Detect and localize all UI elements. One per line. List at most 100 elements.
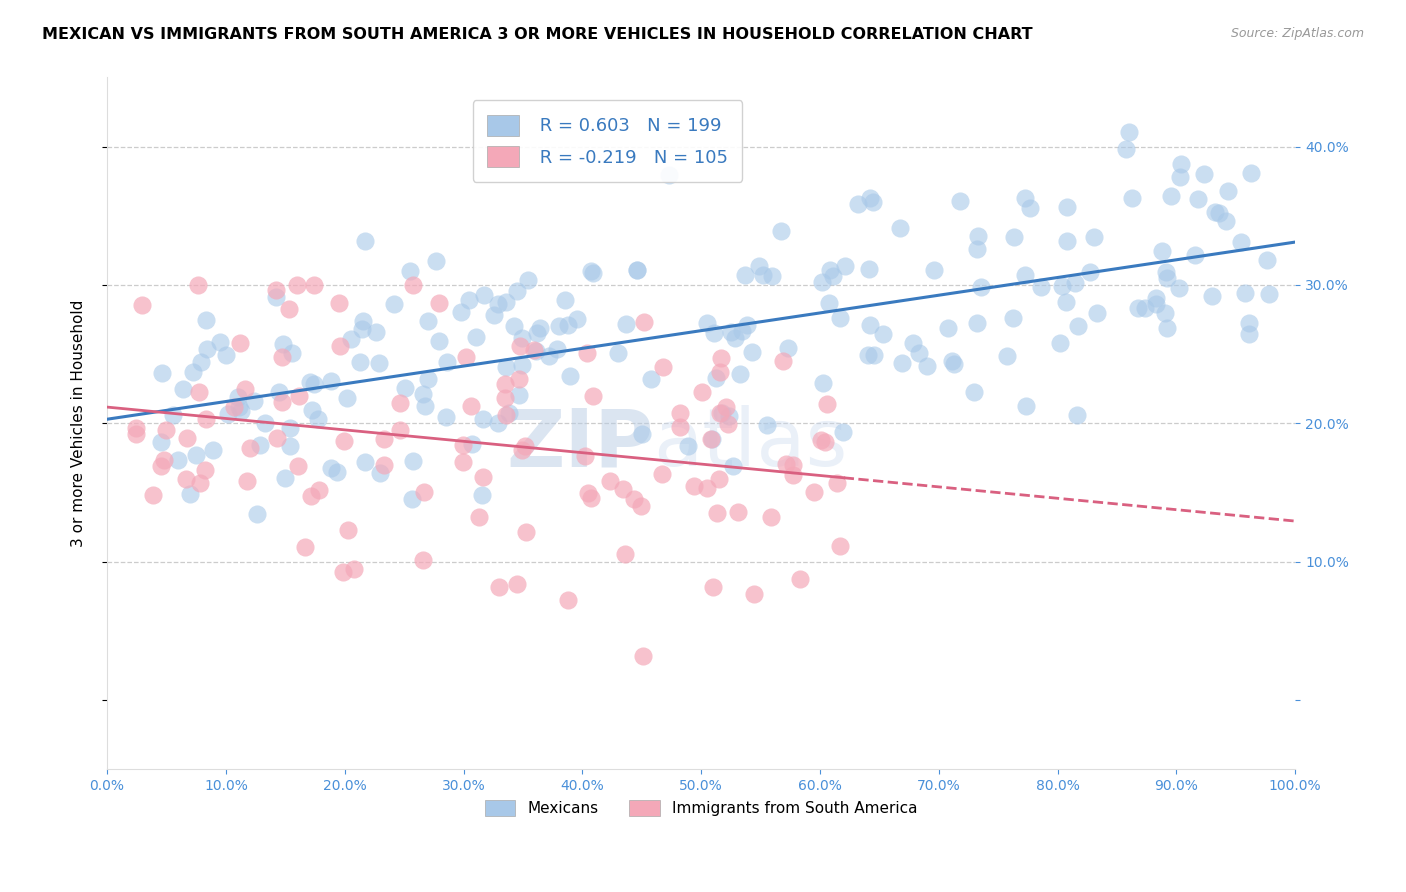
Point bbox=[510, 331, 533, 345]
Point bbox=[460, 400, 482, 414]
Point bbox=[966, 316, 988, 330]
Point bbox=[1184, 248, 1206, 262]
Point bbox=[264, 283, 287, 297]
Point bbox=[810, 433, 832, 447]
Point bbox=[352, 314, 374, 328]
Point bbox=[413, 400, 436, 414]
Point bbox=[724, 331, 747, 345]
Point bbox=[631, 426, 654, 441]
Point bbox=[526, 326, 548, 340]
Point bbox=[508, 372, 530, 386]
Point bbox=[709, 472, 731, 486]
Point bbox=[194, 463, 217, 477]
Point bbox=[512, 443, 534, 458]
Point bbox=[748, 259, 770, 273]
Point bbox=[727, 505, 749, 519]
Point bbox=[582, 389, 605, 403]
Point bbox=[253, 416, 276, 430]
Point bbox=[294, 540, 316, 554]
Point bbox=[1216, 184, 1239, 198]
Point bbox=[728, 367, 751, 381]
Point bbox=[488, 296, 510, 310]
Point bbox=[599, 474, 621, 488]
Point bbox=[513, 439, 536, 453]
Point bbox=[782, 468, 804, 483]
Point bbox=[215, 348, 238, 362]
Point bbox=[451, 455, 474, 469]
Point bbox=[436, 354, 458, 368]
Point bbox=[373, 433, 395, 447]
Point bbox=[149, 434, 172, 449]
Point bbox=[626, 263, 648, 277]
Point bbox=[266, 290, 288, 304]
Point bbox=[142, 488, 165, 502]
Point bbox=[714, 400, 737, 414]
Point bbox=[891, 355, 914, 369]
Point bbox=[124, 426, 146, 441]
Point bbox=[508, 387, 530, 401]
Point bbox=[704, 370, 727, 384]
Point bbox=[1192, 167, 1215, 181]
Point bbox=[495, 294, 517, 309]
Point bbox=[717, 417, 740, 431]
Y-axis label: 3 or more Vehicles in Household: 3 or more Vehicles in Household bbox=[72, 300, 86, 547]
Point bbox=[271, 337, 294, 351]
Point bbox=[427, 334, 450, 348]
Point bbox=[858, 261, 880, 276]
Point bbox=[554, 293, 576, 307]
Point bbox=[336, 524, 359, 538]
Point bbox=[706, 506, 728, 520]
Point bbox=[229, 335, 252, 350]
Point bbox=[936, 321, 959, 335]
Point bbox=[770, 224, 793, 238]
Point bbox=[402, 278, 425, 293]
Point bbox=[1154, 264, 1177, 278]
Point bbox=[325, 465, 347, 479]
Point bbox=[1002, 230, 1025, 244]
Point bbox=[1118, 125, 1140, 139]
Point bbox=[908, 346, 931, 360]
Point bbox=[510, 358, 533, 372]
Point bbox=[1237, 317, 1260, 331]
Point bbox=[1152, 244, 1174, 258]
Point bbox=[949, 194, 972, 208]
Point bbox=[505, 284, 527, 298]
Point bbox=[1054, 295, 1077, 310]
Point bbox=[1239, 327, 1261, 342]
Point bbox=[471, 488, 494, 502]
Point bbox=[1144, 291, 1167, 305]
Point bbox=[450, 305, 472, 319]
Point bbox=[343, 562, 366, 576]
Point bbox=[451, 438, 474, 452]
Point bbox=[1014, 268, 1036, 283]
Point bbox=[277, 301, 299, 316]
Point bbox=[576, 485, 599, 500]
Point bbox=[494, 376, 516, 391]
Point bbox=[915, 359, 938, 374]
Point bbox=[302, 278, 325, 293]
Point bbox=[709, 365, 731, 379]
Point bbox=[1215, 214, 1237, 228]
Point bbox=[1204, 205, 1226, 219]
Point bbox=[741, 345, 763, 359]
Point bbox=[1056, 200, 1078, 214]
Point bbox=[889, 221, 911, 235]
Point bbox=[1083, 230, 1105, 244]
Point bbox=[373, 458, 395, 472]
Point bbox=[830, 311, 852, 326]
Point bbox=[190, 355, 212, 369]
Point bbox=[1233, 285, 1256, 300]
Point bbox=[195, 342, 218, 356]
Point bbox=[633, 315, 655, 329]
Point bbox=[484, 308, 506, 322]
Point bbox=[153, 452, 176, 467]
Point bbox=[730, 325, 752, 339]
Point bbox=[368, 466, 391, 480]
Point bbox=[761, 269, 783, 284]
Text: MEXICAN VS IMMIGRANTS FROM SOUTH AMERICA 3 OR MORE VEHICLES IN HOUSEHOLD CORRELA: MEXICAN VS IMMIGRANTS FROM SOUTH AMERICA… bbox=[42, 27, 1033, 42]
Point bbox=[349, 354, 371, 368]
Point bbox=[524, 343, 547, 358]
Point bbox=[245, 507, 267, 521]
Point bbox=[813, 376, 835, 391]
Point bbox=[702, 326, 724, 340]
